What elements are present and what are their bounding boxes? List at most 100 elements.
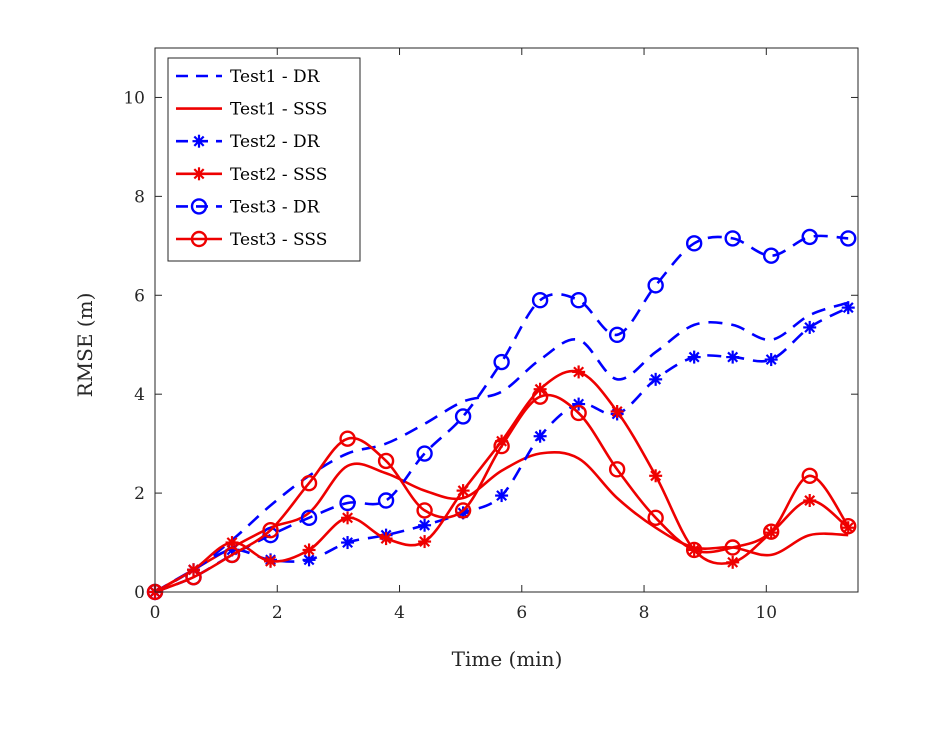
x-tick-label-2: 4 [394,603,405,623]
series-4-point-6 [377,492,395,509]
series-4-point-14 [685,235,703,252]
legend: Test1 - DR Test1 - SSS Test2 - DR Test2 - S… [167,57,361,262]
y-tick-label-5: 10 [123,88,145,108]
series-3-point-11 [572,365,586,379]
series-4-point-13 [647,277,664,294]
series-2-point-15 [726,350,740,364]
x-tick-label-5: 10 [755,603,777,623]
legend-entry-1: Test1 - SSS [176,100,327,120]
legend-label-2: Test2 - DR [230,132,321,152]
x-axis-label: Time (min) [452,647,563,671]
y-tick-label-1: 2 [134,484,145,504]
series-5-point-12 [608,461,626,478]
y-tick-label-2: 4 [134,385,145,405]
series-5-point-1 [185,568,202,586]
series-4-point-8 [454,408,472,425]
series-2-point-4 [302,553,316,567]
series-3-point-4 [302,543,316,557]
series-4-point-4 [300,509,318,527]
series-4-point-17 [801,228,818,246]
series-2-point-5-stroke-3 [342,537,354,549]
series-2-point-7-stroke-3 [419,519,431,531]
series-5-point-2 [223,546,241,564]
legend-entry-3: Test2 - SSS [176,165,327,185]
series-5-point-15 [724,539,741,556]
series-3 [148,365,855,599]
series-5-point-5 [339,430,356,447]
series-5-point-11 [570,404,587,422]
legend-label-5: Test3 - SSS [230,230,327,250]
legend-label-4: Test3 - DR [230,197,321,217]
series-5-point-14 [685,541,703,559]
legend-entry-4: Test3 - DR [176,197,321,217]
series-2-point-9 [495,489,509,503]
series-3-point-13-stroke-3 [650,470,662,482]
series-2-point-10-stroke-3 [534,430,546,442]
legend-marker-2-stroke-3 [193,135,205,147]
series-2-point-9-stroke-3 [496,490,508,502]
series-2-point-17 [803,320,817,334]
series-4-point-10 [531,292,549,309]
series-layer [146,228,857,601]
series-3-point-7 [418,535,432,549]
series-2-point-13 [649,372,663,386]
series-4-point-11 [570,292,587,309]
series-line-5 [154,393,850,594]
series-5-point-6 [377,452,395,470]
series-5-point-16 [762,523,780,540]
series-4-point-18 [840,230,857,247]
series-3-point-18-stroke-3 [842,522,854,534]
legend-label-3: Test2 - SSS [230,165,327,185]
series-5-point-3 [262,521,279,539]
series-2-point-7 [418,518,432,532]
series-2-point-16 [764,353,778,367]
series-3-point-15 [726,555,740,569]
series-5-point-17 [801,467,818,484]
series-5-point-4 [300,475,318,492]
series-3-point-5-stroke-3 [342,512,354,524]
legend-entry-0: Test1 - DR [176,67,321,87]
series-5-point-10 [531,388,549,405]
series-5 [146,388,857,601]
series-4-point-12 [608,326,626,344]
x-tick-label-1: 2 [272,603,283,623]
series-3-point-17-stroke-3 [804,495,816,506]
series-line-0 [154,301,849,594]
series-3-point-13 [649,469,663,483]
y-tick-label-3: 6 [134,286,145,306]
series-3-point-12 [610,404,624,418]
series-3-point-9-stroke-3 [496,435,508,447]
series-5-point-13 [647,509,664,527]
y-tick-label-4: 8 [134,187,145,207]
series-4-point-7 [416,445,433,462]
x-tick-label-3: 6 [516,603,527,623]
x-tick-label-4: 8 [639,603,650,623]
legend-box [167,57,361,262]
series-3-point-2-stroke-3 [226,537,238,549]
series-5-point-18 [840,518,857,535]
legend-label-1: Test1 - SSS [230,100,327,120]
series-0 [154,301,849,594]
series-4-point-5 [339,494,356,512]
series-2-point-14-stroke-3 [688,351,700,363]
legend-marker-3-stroke-3 [193,168,205,180]
series-4-point-16 [762,247,780,264]
series-3-point-4-stroke-3 [303,544,315,556]
series-line-4 [154,234,849,594]
legend-marker-4 [190,198,208,215]
series-2-point-5 [341,536,355,550]
series-4-point-9 [493,353,510,371]
series-2-point-16-stroke-3 [765,354,777,366]
series-3-point-15-stroke-3 [727,556,739,568]
series-2-point-15-stroke-3 [727,351,739,363]
legend-entry-5: Test3 - SSS [176,230,327,250]
series-3-point-3 [264,554,278,568]
x-tick-label-0: 0 [150,603,161,623]
series-2-point-14 [687,350,701,364]
series-3-point-8-stroke-3 [457,485,469,497]
series-2-point-4-stroke-3 [303,554,315,566]
legend-marker-3 [192,167,206,181]
series-2-point-18-stroke-3 [842,302,854,314]
axes-box [154,47,859,593]
